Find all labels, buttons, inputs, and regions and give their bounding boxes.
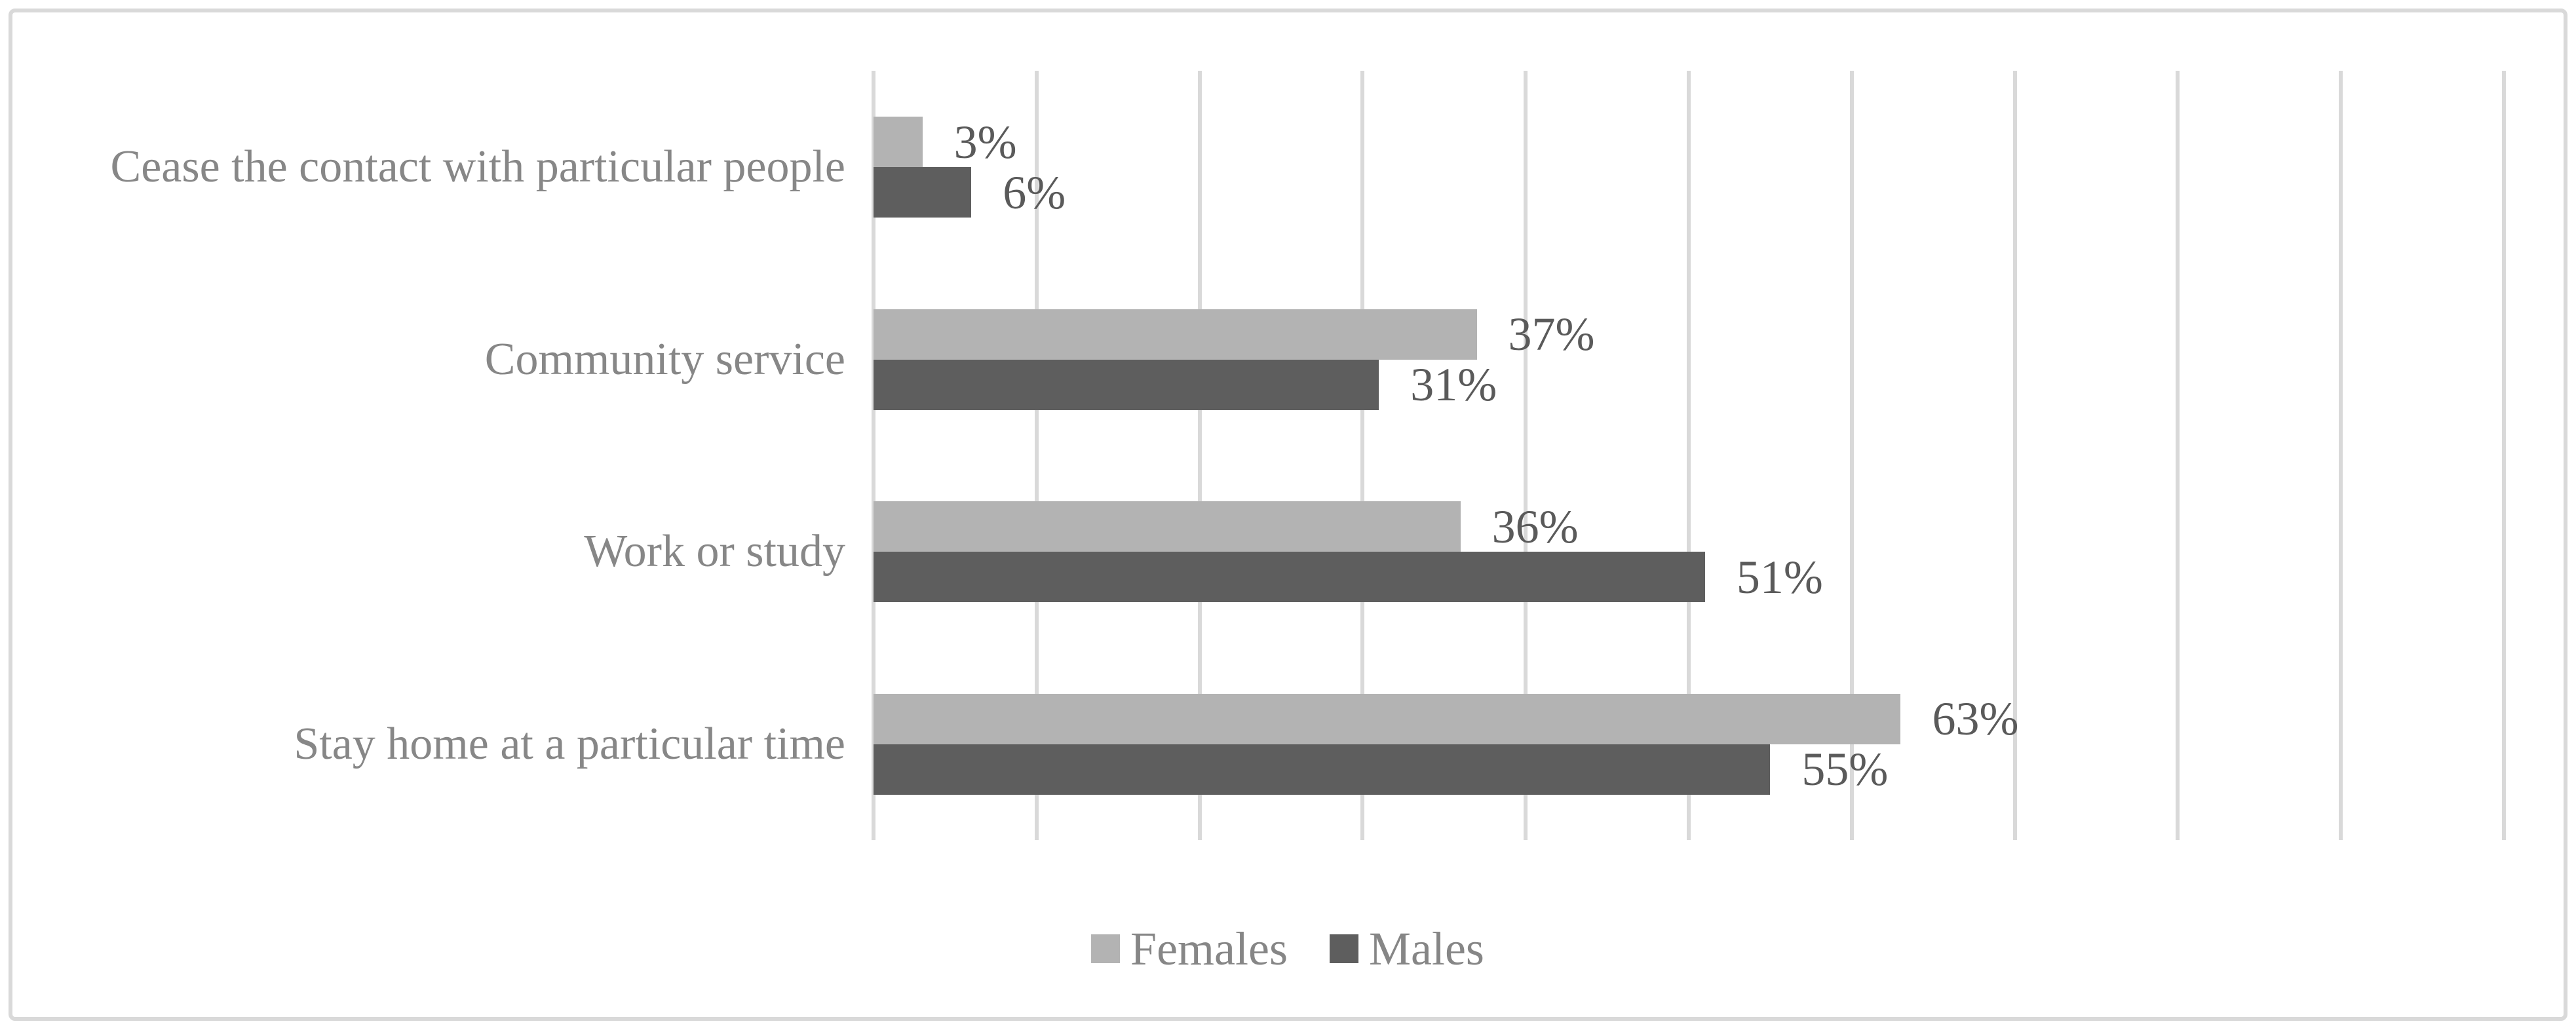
gridline-20pct (1197, 71, 1202, 840)
value-label-males-0: 6% (1003, 166, 1066, 219)
category-label: Cease the contact with particular people (110, 142, 845, 192)
gridline-50pct (1687, 71, 1691, 840)
value-label-males-1: 31% (1410, 358, 1497, 411)
legend-label-females: Females (1130, 923, 1288, 975)
category-label: Work or study (584, 526, 845, 577)
value-label-females-0: 3% (953, 115, 1017, 168)
gridline-100pct (2502, 71, 2506, 840)
value-label-females-2: 36% (1491, 500, 1579, 553)
gridline-80pct (2176, 71, 2180, 840)
legend-item-males: Males (1329, 923, 1484, 975)
gridline-0pct (872, 71, 875, 840)
chart-border-frame (9, 9, 2567, 1021)
legend-swatch-males (1329, 934, 1358, 963)
value-label-males-2: 51% (1736, 550, 1823, 603)
bar-females-2 (874, 501, 1461, 552)
category-label: Community service (484, 334, 845, 385)
gridline-40pct (1524, 71, 1528, 840)
gridline-90pct (2339, 71, 2343, 840)
value-label-females-1: 37% (1508, 308, 1595, 360)
legend-swatch-females (1091, 934, 1121, 963)
bar-females-3 (874, 693, 1901, 744)
gridline-70pct (2012, 71, 2017, 840)
legend-label-males: Males (1368, 923, 1484, 975)
bar-females-0 (874, 117, 923, 167)
category-label: Stay home at a particular time (294, 718, 845, 769)
bar-males-2 (874, 552, 1705, 602)
value-label-females-3: 63% (1932, 693, 2019, 745)
bar-males-0 (874, 167, 972, 218)
bar-males-1 (874, 359, 1379, 410)
legend: Females Males (1091, 925, 1484, 972)
bar-males-3 (874, 744, 1771, 795)
bar-females-1 (874, 309, 1477, 360)
gridline-60pct (1849, 71, 1854, 840)
gridline-30pct (1360, 71, 1365, 840)
value-label-males-3: 55% (1801, 743, 1889, 795)
legend-item-females: Females (1091, 925, 1288, 972)
gridline-10pct (1034, 71, 1039, 840)
